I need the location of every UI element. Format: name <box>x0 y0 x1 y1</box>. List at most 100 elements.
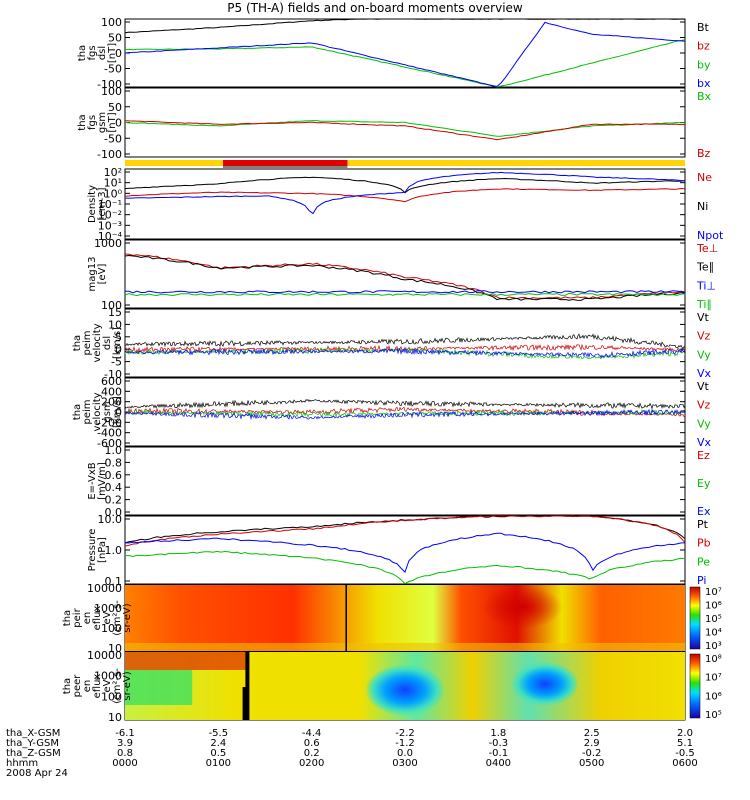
ylabel-peir_spectrogram-1: peir <box>72 607 83 627</box>
ephemeris-value-tha_X-GSM-4: 1.8 <box>490 728 506 739</box>
ylabel-peim_velocity_gsm-2: velocity <box>92 392 103 431</box>
legend-fgs_dsl-bx: bx <box>697 77 711 90</box>
ytick-label-peim_velocity_gsm-2: 200 <box>101 396 122 409</box>
ephemeris-value-hhmm-4: 0400 <box>486 758 511 769</box>
series-temperature-Ti∥ <box>124 292 686 297</box>
ytick-label-peim_velocity_gsm-5: -400 <box>97 427 122 440</box>
ytick-label-peim_velocity_dsl-0: 15 <box>108 306 122 319</box>
state-bar-fast-survey <box>223 160 348 166</box>
ephemeris-value-tha_Y-GSM-5: 2.9 <box>584 738 600 749</box>
ytick-label-peim_velocity_dsl-5: -10 <box>104 368 122 381</box>
legend-fgs_dsl-bz: bz <box>697 40 710 53</box>
ytick-label-pressure-0: 10.0 <box>98 513 123 526</box>
ytick-label-fgs_gsm-4: -100 <box>97 148 122 161</box>
ylabel-peir_spectrogram-3: eflux <box>92 606 103 631</box>
series-fgs_gsm-Bx <box>124 120 685 137</box>
ylabel-peim_velocity_gsm-1: peim <box>82 399 93 424</box>
ephemeris-value-tha_X-GSM-3: -2.2 <box>395 728 415 739</box>
ephemeris-value-tha_Y-GSM-3: -1.2 <box>395 738 415 749</box>
ytick-label-efield-5: 0.0 <box>105 506 123 519</box>
ephemeris-value-tha_X-GSM-1: -5.5 <box>209 728 229 739</box>
ylabel-fgs_gsm-1: fgs <box>87 115 98 130</box>
ephemeris-value-tha_Z-GSM-4: -0.1 <box>489 748 509 759</box>
ytick-label-efield-2: 0.6 <box>105 469 123 482</box>
ylabel-peer_spectrogram-4: eV <box>102 679 113 692</box>
series-peim_velocity_dsl-Vx <box>124 347 686 359</box>
ytick-label-density-2: 10⁰ <box>104 187 123 200</box>
legend-pressure-Pe: Pe <box>697 555 710 568</box>
legend-temperature-Te∥: Te∥ <box>696 261 714 274</box>
legend-peim_velocity_gsm-Vz: Vz <box>697 399 711 412</box>
ephemeris-value-tha_Y-GSM-2: 0.6 <box>304 738 320 749</box>
ephemeris-date: 2008 Apr 24 <box>6 768 68 779</box>
ytick-label-peim_velocity_gsm-1: 400 <box>101 385 122 398</box>
legend-efield-Ez: Ez <box>697 449 710 462</box>
ephemeris-value-tha_Z-GSM-5: -0.2 <box>582 748 602 759</box>
ytick-label-peir_spectrogram-2: 100 <box>101 622 122 635</box>
ephemeris-value-tha_Z-GSM-2: 0.2 <box>304 748 320 759</box>
ylabel-peim_velocity_dsl-3: dsl <box>102 336 113 350</box>
ytick-label-peir_spectrogram-1: 1000 <box>94 602 122 615</box>
legend-fgs_gsm-Bz: Bz <box>697 147 711 160</box>
ytick-label-peim_velocity_dsl-4: -5 <box>111 356 122 369</box>
legend-pressure-Pb: Pb <box>697 537 711 550</box>
colorbar-tick-peir_spectrogram-1: 10⁶ <box>705 601 722 612</box>
legend-fgs_dsl-Bt: Bt <box>697 21 710 34</box>
electron-spectrogram-spot-1 <box>365 664 445 716</box>
series-pressure-Pe <box>124 550 686 585</box>
ion-spectrogram-lowband <box>125 643 685 651</box>
electron-spectrogram-gap-2 <box>242 687 249 720</box>
legend-fgs_gsm-Bx: Bx <box>697 90 712 103</box>
ephemeris-value-tha_Y-GSM-0: 3.9 <box>117 738 133 749</box>
ytick-label-fgs_gsm-2: 0 <box>115 117 122 130</box>
electron-spectrogram-highband <box>125 652 249 670</box>
series-peim_velocity_dsl-Vt <box>124 333 686 350</box>
ytick-label-density-0: 10² <box>104 166 122 179</box>
ylabel-efield-0: E=-VxB <box>87 462 98 499</box>
ytick-label-peim_velocity_dsl-1: 10 <box>108 318 122 331</box>
series-peim_velocity_gsm-Vx <box>124 408 686 420</box>
colorbar-peir_spectrogram <box>689 586 701 650</box>
ion-spectrogram-image <box>125 585 685 651</box>
ytick-label-fgs_dsl-0: 100 <box>101 16 122 29</box>
legend-efield-Ey: Ey <box>697 477 711 490</box>
series-peim_velocity_gsm-Vz <box>124 406 686 418</box>
ytick-label-density-4: 10⁻² <box>98 209 122 222</box>
series-fgs_dsl-by <box>124 39 686 88</box>
ephemeris-value-tha_Y-GSM-6: 5.1 <box>677 738 693 749</box>
ylabel-density-1: [cm-3] <box>97 187 108 220</box>
ytick-label-temperature-0: 1000 <box>94 237 122 250</box>
colorbar-tick-peir_spectrogram-3: 10⁴ <box>705 628 722 639</box>
ylabel-peir_spectrogram-6: sr-eV) <box>122 603 133 632</box>
ylabel-peir_spectrogram-4: eV <box>102 611 113 624</box>
legend-peim_velocity_dsl-Vt: Vt <box>697 311 710 324</box>
legend-efield-Ex: Ex <box>697 505 711 518</box>
ytick-label-peim_velocity_dsl-2: 5 <box>115 331 122 344</box>
panel-frame-temperature <box>124 239 686 309</box>
ion-spectrogram-hotspot <box>482 585 563 629</box>
ephemeris-value-hhmm-1: 0100 <box>206 758 231 769</box>
ytick-label-pressure-1: 1.0 <box>105 544 123 557</box>
ylabel-density-0: Density <box>87 185 98 223</box>
state-bar <box>125 160 685 166</box>
ytick-label-efield-0: 1.0 <box>105 444 123 457</box>
ylabel-peim_velocity_dsl-2: velocity <box>92 323 103 362</box>
ylabel-peer_spectrogram-5: (cm²-s- <box>112 668 123 704</box>
ytick-label-peim_velocity_dsl-3: 0 <box>115 343 122 356</box>
legend-density-Ni: Ni <box>697 200 708 213</box>
ephemeris-label-hhmm: hhmm <box>6 758 38 769</box>
ytick-label-fgs_gsm-0: 100 <box>101 85 122 98</box>
ytick-label-density-1: 10¹ <box>104 177 122 190</box>
ytick-label-efield-3: 0.4 <box>105 481 123 494</box>
legend-fgs_dsl-by: by <box>697 58 711 71</box>
ytick-label-peer_spectrogram-2: 100 <box>101 690 122 703</box>
panel-frame-peim_velocity_dsl <box>124 308 686 378</box>
ephemeris-value-tha_X-GSM-0: -6.1 <box>115 728 135 739</box>
ytick-label-peir_spectrogram-3: 10 <box>108 642 122 655</box>
ephemeris-value-tha_X-GSM-6: 2.0 <box>677 728 693 739</box>
ephemeris-value-hhmm-3: 0300 <box>392 758 417 769</box>
legend-peim_velocity_gsm-Vt: Vt <box>697 380 710 393</box>
ephemeris-label-tha_Z-GSM: tha_Z-GSM <box>6 748 61 759</box>
colorbar-tick-peer_spectrogram-3: 10⁵ <box>705 710 722 721</box>
panel-frame-efield <box>124 446 686 516</box>
